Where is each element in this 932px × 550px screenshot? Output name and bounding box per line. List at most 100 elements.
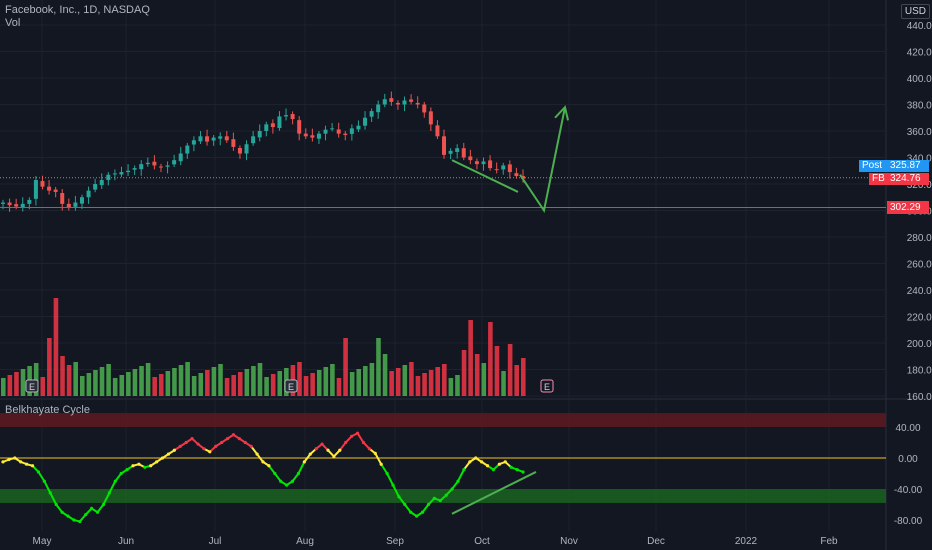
cycle-point: [95, 510, 100, 514]
cycle-point: [225, 437, 230, 441]
indicator-y-tick-label: 0.00: [898, 454, 918, 465]
volume-bar: [356, 369, 362, 396]
volume-bar: [152, 377, 157, 396]
cycle-point: [385, 471, 389, 476]
candle-body: [369, 111, 374, 117]
volume-bar: [382, 354, 388, 396]
y-tick-label: 440.00: [907, 21, 932, 32]
volume-bar: [172, 368, 177, 396]
cycle-point: [485, 464, 490, 468]
candle-body: [237, 147, 242, 154]
cycle-point: [438, 499, 442, 503]
cycle-point: [397, 495, 401, 499]
volume-bar: [53, 298, 59, 396]
volume-bar: [93, 370, 98, 396]
cycle-point: [308, 452, 312, 456]
volume-bar: [402, 365, 408, 396]
volume-bar: [330, 364, 335, 396]
volume-bar: [211, 367, 217, 396]
volume-bar: [20, 369, 26, 396]
volume-bar: [376, 338, 381, 396]
candle-body: [455, 148, 460, 152]
cycle-point: [367, 447, 371, 451]
cycle-point: [220, 440, 224, 445]
indicator-y-tick-label: -80.00: [894, 516, 923, 527]
volume-bar: [369, 363, 375, 396]
volume-bar: [336, 378, 342, 396]
cycle-point: [160, 456, 165, 460]
candle-body: [442, 136, 447, 155]
candle-body: [251, 136, 256, 144]
cycle-point: [444, 493, 448, 497]
volume-bar: [185, 362, 190, 396]
volume-bar: [448, 378, 454, 396]
volume-bar: [277, 371, 283, 396]
candle-body: [257, 131, 262, 138]
candle-body: [40, 181, 45, 187]
cycle-point: [172, 448, 176, 452]
level-price-tag: 302.29: [887, 201, 929, 214]
cycle-point: [474, 456, 478, 460]
volume-bar: [47, 338, 52, 396]
volume-bar: [422, 373, 427, 396]
volume-bar: [191, 376, 197, 396]
y-tick-label: 400.00: [907, 74, 932, 85]
cycle-point: [208, 450, 212, 454]
candle-body: [284, 115, 289, 117]
volume-bar: [237, 372, 243, 396]
candle-body: [409, 99, 414, 102]
cycle-point: [249, 444, 253, 448]
candle-body: [514, 173, 519, 177]
cycle-point: [84, 512, 88, 517]
cycle-point: [166, 452, 171, 456]
indicator-y-tick-label: -40.00: [894, 485, 923, 496]
cycle-point: [78, 519, 82, 524]
candle-body: [93, 184, 98, 190]
y-tick-label: 200.00: [907, 339, 932, 350]
candle-body: [402, 100, 407, 105]
candle-body: [7, 202, 12, 206]
volume-bar: [303, 376, 309, 396]
earnings-marker: [284, 379, 298, 393]
volume-bar: [198, 373, 204, 396]
volume-bar: [99, 367, 105, 396]
cycle-point: [403, 502, 407, 507]
candle-body: [47, 186, 52, 191]
cycle-segment: [421, 503, 430, 514]
cycle-segment: [457, 468, 465, 483]
candle-body: [132, 168, 137, 170]
cycle-point: [131, 464, 135, 468]
candle-body: [178, 153, 183, 162]
x-tick-label: Aug: [296, 536, 314, 547]
volume-bar: [205, 370, 210, 396]
falling-trend-line: [451, 159, 519, 193]
candle-body: [474, 161, 479, 165]
cycle-point: [237, 437, 241, 441]
candle-body: [224, 136, 229, 141]
candle-body: [185, 145, 190, 154]
candle-body: [172, 160, 177, 165]
candle-body: [297, 120, 302, 134]
earnings-marker: [25, 379, 39, 393]
candle-body: [290, 114, 295, 120]
cycle-point: [267, 464, 271, 468]
candle-body: [264, 124, 269, 131]
volume-bar: [224, 378, 230, 396]
volume-bar: [415, 376, 421, 396]
candle-body: [494, 169, 499, 171]
cycle-point: [314, 447, 318, 451]
cycle-point: [255, 452, 259, 456]
cycle-point: [420, 510, 425, 514]
candle-body: [99, 180, 104, 186]
volume-bar: [112, 378, 118, 396]
candle-body: [422, 104, 427, 113]
cycle-point: [415, 514, 419, 518]
cycle-segment: [250, 445, 259, 456]
candle-body: [363, 117, 368, 126]
candle-body: [468, 156, 473, 161]
candle-body: [218, 136, 223, 139]
currency-badge[interactable]: USD: [900, 4, 930, 19]
candle-body: [231, 139, 236, 147]
cycle-point: [320, 442, 324, 446]
